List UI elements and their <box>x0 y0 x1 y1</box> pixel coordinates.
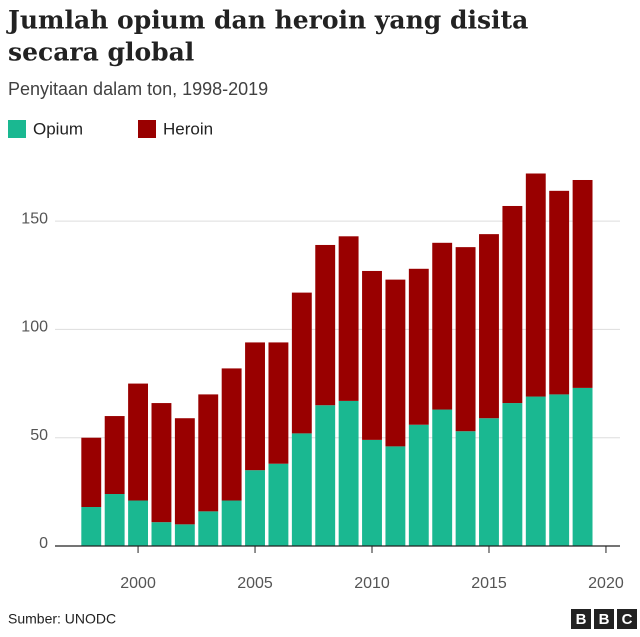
bar-segment <box>174 418 195 525</box>
bar-segment <box>362 439 382 546</box>
y-tick-label: 0 <box>39 535 48 552</box>
bar-segment <box>572 387 593 546</box>
bar-segment <box>268 342 289 464</box>
logo-letter: C <box>622 611 633 628</box>
source: Sumber: UNODC <box>8 611 116 627</box>
bar-segment <box>245 470 265 546</box>
bar-segment <box>479 234 499 419</box>
bar-segment <box>315 405 336 546</box>
bar-segment <box>385 446 406 546</box>
bar-segment <box>151 403 172 523</box>
y-tick-label: 50 <box>30 427 48 444</box>
bar-segment <box>432 242 453 410</box>
bar-segment <box>338 400 359 546</box>
bar-segment <box>572 179 593 388</box>
x-tick-label: 2010 <box>354 575 390 592</box>
bar-segment <box>151 522 172 546</box>
legend-label: Opium <box>33 119 83 138</box>
bar-segment <box>221 500 242 546</box>
bar-segment <box>81 437 102 508</box>
bar-segment <box>525 173 546 397</box>
bar-segment <box>291 292 312 434</box>
bar-segment <box>362 270 382 440</box>
bar-segment <box>338 236 359 401</box>
bar-segment <box>315 244 336 406</box>
bar-segment <box>479 418 499 546</box>
bar-segment <box>174 524 195 546</box>
chart-title: secara global <box>8 38 194 67</box>
bar-segment <box>268 463 289 546</box>
bar-segment <box>128 383 148 501</box>
bar-segment <box>81 507 102 546</box>
legend-label: Heroin <box>163 119 213 138</box>
bar-segment <box>408 424 429 546</box>
bar-segment <box>245 342 265 471</box>
chart-title: Jumlah opium dan heroin yang disita <box>6 6 528 35</box>
x-tick-label: 2005 <box>237 575 273 592</box>
bar-segment <box>221 368 242 501</box>
bar-segment <box>104 494 125 546</box>
x-tick-label: 2020 <box>588 575 624 592</box>
logo-letter: B <box>576 611 587 628</box>
bar-segment <box>104 416 125 495</box>
legend-swatch <box>138 120 156 138</box>
bar-segment <box>502 205 523 404</box>
legend-swatch <box>8 120 26 138</box>
bar-segment <box>198 511 219 546</box>
x-tick-label: 2000 <box>120 575 156 592</box>
y-tick-label: 100 <box>21 319 48 336</box>
bar-segment <box>291 433 312 546</box>
bar-segment <box>549 394 570 546</box>
bar-segment <box>549 190 570 395</box>
bar-segment <box>502 403 523 546</box>
bar-segment <box>455 247 476 432</box>
bar-segment <box>455 431 476 546</box>
x-tick-label: 2015 <box>471 575 507 592</box>
bar-segment <box>432 409 453 546</box>
y-tick-label: 150 <box>21 210 48 227</box>
bar-segment <box>525 396 546 546</box>
bar-segment <box>385 279 406 447</box>
logo <box>571 609 637 629</box>
bar-segment <box>128 500 148 546</box>
bar-segment <box>198 394 219 512</box>
chart-subtitle: Penyitaan dalam ton, 1998-2019 <box>8 79 268 99</box>
logo-letter: B <box>599 611 610 628</box>
bar-segment <box>408 268 429 425</box>
